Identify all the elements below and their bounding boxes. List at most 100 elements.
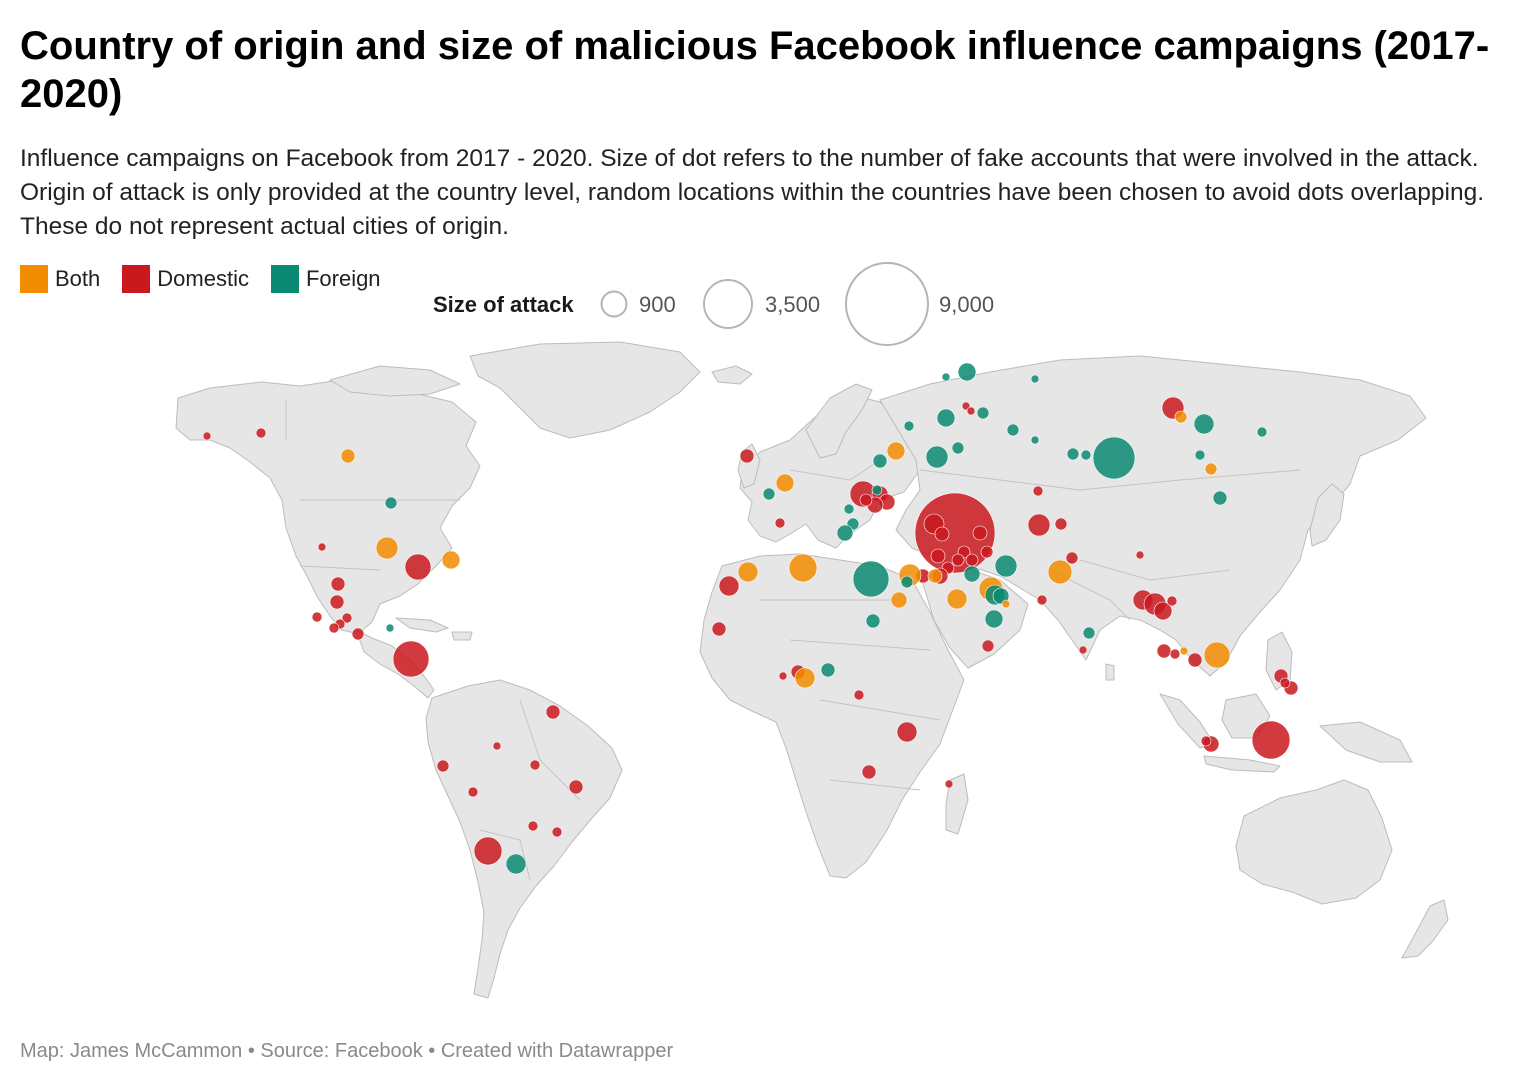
legend-swatch-both <box>20 265 48 293</box>
campaign-dot-domestic <box>341 612 353 624</box>
campaign-dot-foreign <box>1006 423 1020 437</box>
campaign-dot-both <box>946 588 968 610</box>
campaign-dot-domestic <box>966 406 976 416</box>
campaign-dot-foreign <box>903 420 915 432</box>
size-label-900: 900 <box>639 292 676 317</box>
legend-item-domestic: Domestic <box>122 264 249 294</box>
land-scandinavia <box>805 383 873 459</box>
campaign-dot-domestic <box>896 721 918 743</box>
campaign-dot-foreign <box>925 445 949 469</box>
campaign-dot-domestic <box>527 820 539 832</box>
campaign-dot-foreign <box>941 372 951 382</box>
campaign-dot-both <box>1174 410 1188 424</box>
campaign-dot-both <box>886 441 906 461</box>
size-label-9000: 9,000 <box>939 292 994 317</box>
chart-title: Country of origin and size of malicious … <box>20 24 1490 116</box>
campaign-dot-domestic <box>853 689 865 701</box>
campaign-dot-foreign <box>872 453 888 469</box>
campaign-dot-foreign <box>505 853 527 875</box>
campaign-dot-foreign <box>762 487 776 501</box>
land-africa <box>699 553 965 879</box>
campaign-dot-foreign <box>1092 436 1136 480</box>
campaign-dot-both <box>890 591 908 609</box>
campaign-dot-domestic <box>311 611 323 623</box>
campaign-dot-domestic <box>467 786 479 798</box>
campaign-dot-domestic <box>1032 485 1044 497</box>
land-greenland <box>469 341 701 439</box>
campaign-dot-foreign <box>1030 374 1040 384</box>
campaign-dot-domestic <box>545 704 561 720</box>
campaign-dot-foreign <box>957 362 977 382</box>
land-japan <box>1309 483 1345 547</box>
campaign-dot-foreign <box>951 441 965 455</box>
land-madagascar <box>945 773 969 835</box>
legend-swatch-domestic <box>122 265 151 293</box>
campaign-dot-domestic <box>317 542 327 552</box>
campaign-dot-domestic <box>739 448 755 464</box>
campaign-dot-foreign <box>900 575 914 589</box>
campaign-dot-domestic <box>981 639 995 653</box>
campaign-dot-domestic <box>718 575 740 597</box>
campaign-dot-foreign <box>852 560 890 598</box>
campaign-dot-domestic <box>1187 652 1203 668</box>
legend-label-domestic: Domestic <box>157 266 249 291</box>
campaign-dot-domestic <box>330 576 346 592</box>
campaign-dot-foreign <box>871 484 883 496</box>
land-new-guinea <box>1319 721 1413 763</box>
campaign-dot-foreign <box>936 408 956 428</box>
campaign-dot-domestic <box>944 779 954 789</box>
category-legend: Both Domestic Foreign <box>20 264 381 294</box>
campaign-dot-domestic <box>1169 648 1181 660</box>
campaign-dot-domestic <box>1078 645 1088 655</box>
map-footer: Map: James McCammon • Source: Facebook •… <box>20 1040 674 1062</box>
campaign-dot-domestic <box>404 553 432 581</box>
land-arctic-islands <box>329 365 461 397</box>
border-india <box>1049 569 1131 621</box>
campaign-dot-foreign <box>963 565 981 583</box>
border-brazil <box>519 699 581 801</box>
campaign-dot-both <box>1203 641 1231 669</box>
chart-subtitle: Influence campaigns on Facebook from 201… <box>20 145 1485 240</box>
campaign-dot-domestic <box>1200 735 1212 747</box>
land-new-zealand <box>1401 899 1449 959</box>
campaign-dot-foreign <box>384 496 398 510</box>
land-layer <box>175 341 1449 999</box>
campaign-dot-domestic <box>202 431 212 441</box>
campaign-dot-both <box>794 667 816 689</box>
world-map <box>175 341 1449 999</box>
size-legend-title: Size of attack <box>433 292 574 317</box>
campaign-dot-domestic <box>711 621 727 637</box>
country-borders <box>285 400 1301 881</box>
land-australia <box>1235 779 1393 905</box>
campaign-dot-foreign <box>836 524 854 542</box>
legend-swatch-foreign <box>270 265 299 293</box>
campaign-dot-domestic <box>351 627 365 641</box>
campaign-dot-domestic <box>529 759 541 771</box>
campaign-dot-both <box>1204 462 1218 476</box>
campaign-dot-domestic <box>1054 517 1068 531</box>
border-africa-3 <box>819 699 941 721</box>
land-hispaniola <box>451 631 473 641</box>
campaign-dot-domestic <box>329 594 345 610</box>
campaign-dot-domestic <box>1166 595 1178 607</box>
land-north-america <box>175 379 481 635</box>
campaign-dot-domestic <box>1153 601 1173 621</box>
campaign-dot-domestic <box>551 826 563 838</box>
campaign-dot-domestic <box>778 671 788 681</box>
campaign-dot-domestic <box>965 553 979 567</box>
land-south-america <box>425 679 623 999</box>
campaign-dot-foreign <box>994 554 1018 578</box>
campaign-dot-foreign <box>865 613 881 629</box>
campaign-dot-both <box>340 448 356 464</box>
border-argentina <box>479 829 531 881</box>
campaign-dot-domestic <box>1279 677 1291 689</box>
campaign-dot-both <box>788 553 818 583</box>
campaign-dot-foreign <box>1066 447 1080 461</box>
legend-item-foreign: Foreign <box>270 264 381 294</box>
campaign-dot-domestic <box>392 640 430 678</box>
campaign-dot-foreign <box>976 406 990 420</box>
legend-label-both: Both <box>55 266 101 291</box>
size-circle-9000 <box>845 262 929 346</box>
size-legend-circles: 900 3,500 9,000 <box>600 262 994 346</box>
campaign-dot-foreign <box>1030 435 1040 445</box>
